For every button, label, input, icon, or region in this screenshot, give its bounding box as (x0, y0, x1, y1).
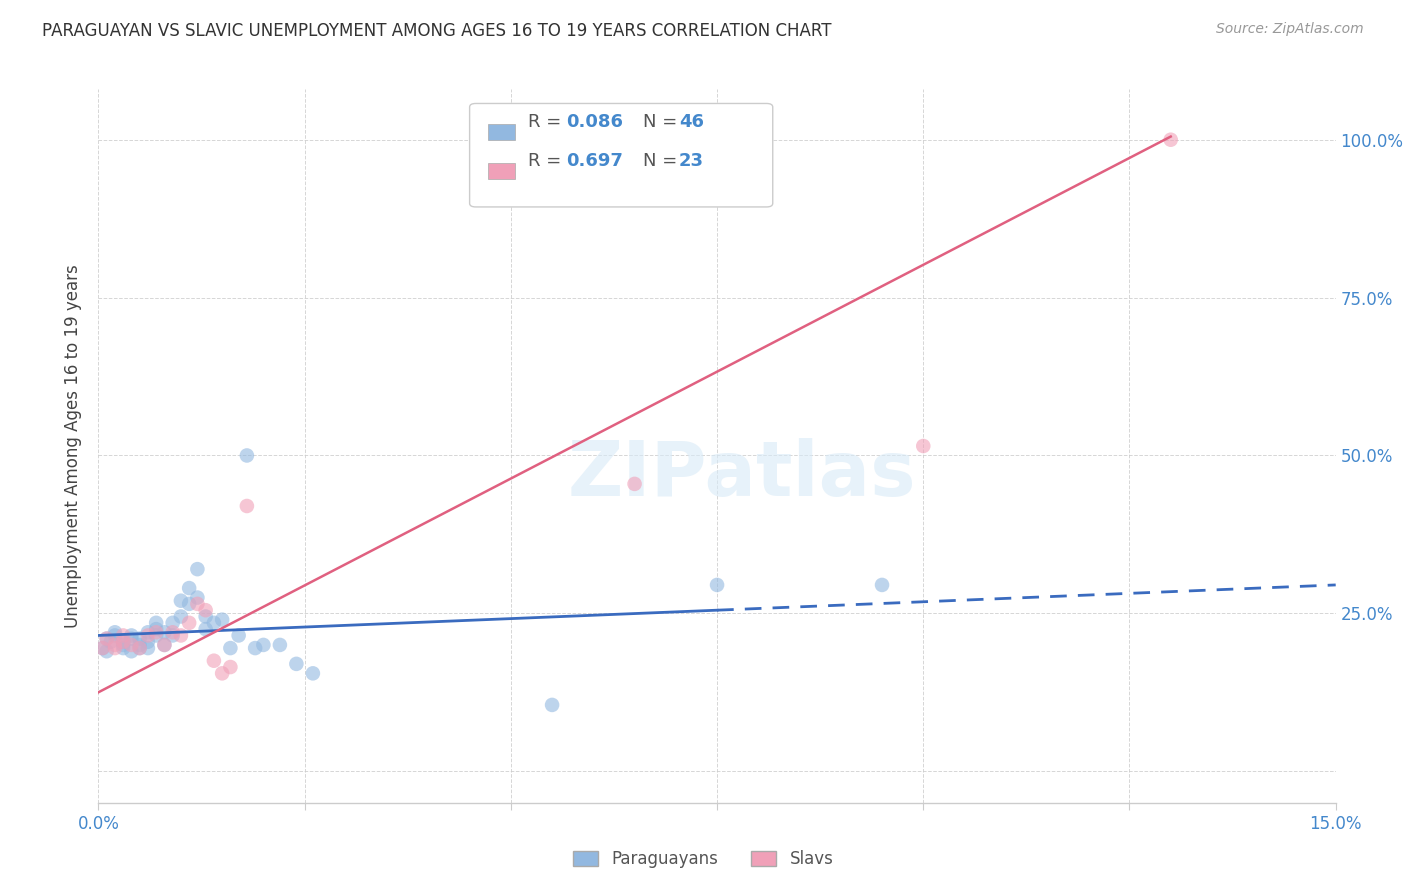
Point (228, 628, 250, 642)
Point (112, 638, 135, 652)
Point (194, 622, 217, 636)
Point (162, 628, 184, 642)
FancyBboxPatch shape (470, 103, 773, 207)
Point (236, 449, 259, 463)
Point (912, 439, 935, 453)
Text: N =: N = (643, 113, 683, 131)
Point (170, 628, 193, 642)
Point (112, 628, 135, 642)
Point (153, 638, 176, 652)
Point (186, 562, 208, 576)
Point (128, 632, 150, 646)
Point (120, 632, 142, 646)
Point (219, 641, 242, 656)
Point (120, 638, 142, 652)
Point (96, 632, 118, 646)
Point (285, 657, 308, 671)
Point (211, 666, 233, 681)
Point (104, 625, 127, 640)
Point (269, 638, 291, 652)
Point (153, 638, 176, 652)
Point (120, 628, 142, 642)
Point (194, 609, 217, 624)
Point (91, 641, 114, 656)
Text: R =: R = (527, 113, 567, 131)
Point (162, 615, 184, 630)
Point (145, 625, 167, 640)
Point (219, 660, 242, 674)
Point (153, 625, 176, 640)
Legend: Paraguayans, Slavs: Paraguayans, Slavs (567, 844, 839, 875)
Text: 46: 46 (679, 113, 704, 131)
Point (128, 638, 150, 652)
Text: N =: N = (643, 153, 683, 170)
Point (120, 644, 142, 658)
Text: R =: R = (527, 153, 567, 170)
FancyBboxPatch shape (488, 124, 516, 140)
Point (112, 641, 135, 656)
Point (91, 641, 114, 656)
Point (104, 628, 127, 642)
Point (145, 622, 167, 636)
Text: 0.697: 0.697 (567, 153, 623, 170)
Text: 0.086: 0.086 (567, 113, 623, 131)
Point (145, 615, 167, 630)
Point (202, 654, 225, 668)
Text: PARAGUAYAN VS SLAVIC UNEMPLOYMENT AMONG AGES 16 TO 19 YEARS CORRELATION CHART: PARAGUAYAN VS SLAVIC UNEMPLOYMENT AMONG … (42, 22, 832, 40)
Point (870, 578, 893, 592)
Point (179, 615, 201, 630)
Point (136, 634, 159, 648)
Point (104, 641, 127, 656)
Point (243, 641, 266, 656)
Point (302, 666, 325, 681)
Point (541, 698, 564, 712)
Point (202, 615, 225, 630)
Point (623, 476, 645, 491)
Point (194, 603, 217, 617)
Point (211, 613, 233, 627)
Point (136, 625, 159, 640)
Point (112, 634, 135, 648)
FancyBboxPatch shape (488, 163, 516, 179)
Point (706, 578, 728, 592)
Point (186, 597, 208, 611)
Point (1160, 133, 1182, 147)
Point (136, 641, 159, 656)
Point (179, 581, 201, 595)
Point (128, 641, 150, 656)
Text: ZIPatlas: ZIPatlas (568, 438, 917, 511)
Text: Source: ZipAtlas.com: Source: ZipAtlas.com (1216, 22, 1364, 37)
Point (252, 638, 274, 652)
Point (96, 632, 118, 646)
Point (236, 499, 259, 513)
Point (96, 644, 118, 658)
Point (170, 593, 193, 607)
Point (179, 597, 201, 611)
Point (100, 634, 122, 648)
Point (162, 625, 184, 640)
Point (145, 628, 167, 642)
Point (170, 609, 193, 624)
Point (136, 628, 159, 642)
Text: 23: 23 (679, 153, 704, 170)
Y-axis label: Unemployment Among Ages 16 to 19 years: Unemployment Among Ages 16 to 19 years (65, 264, 83, 628)
Point (186, 591, 208, 605)
Point (128, 641, 150, 656)
Point (112, 634, 135, 648)
Point (104, 638, 127, 652)
